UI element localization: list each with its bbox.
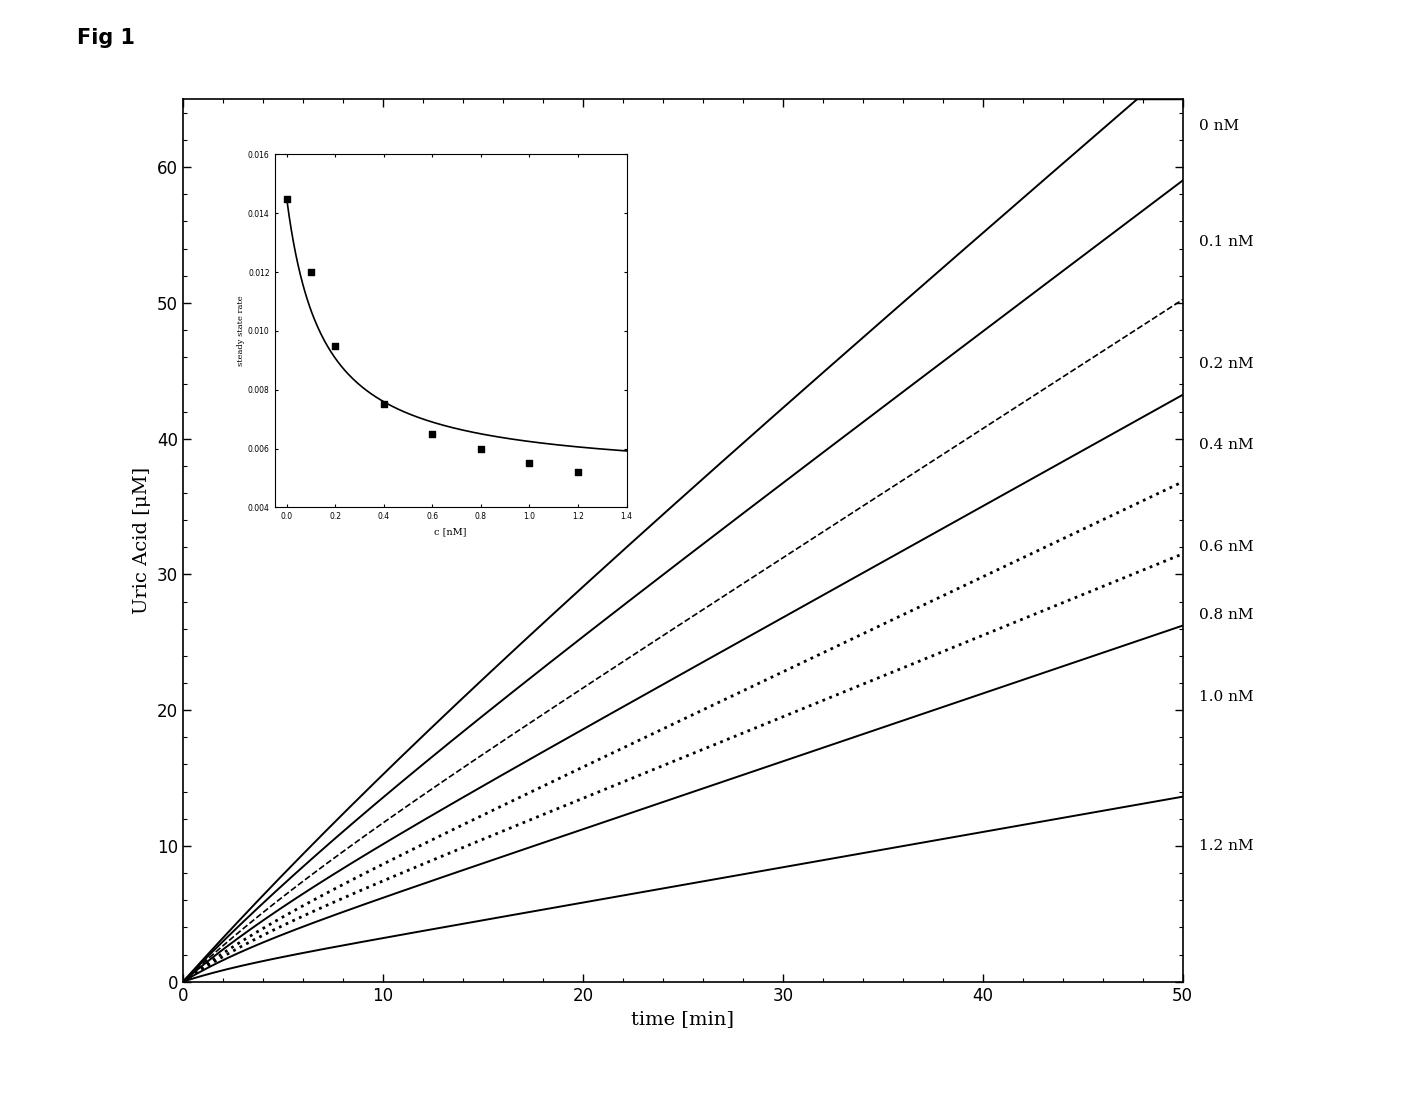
Text: 0.1 nM: 0.1 nM xyxy=(1198,235,1253,249)
Text: 0 nM: 0 nM xyxy=(1198,119,1239,133)
Point xyxy=(421,425,444,442)
Y-axis label: Uric Acid [μM]: Uric Acid [μM] xyxy=(134,467,152,614)
Text: 0.8 nM: 0.8 nM xyxy=(1198,608,1253,622)
X-axis label: c [nM]: c [nM] xyxy=(434,527,467,536)
Text: 0.2 nM: 0.2 nM xyxy=(1198,357,1253,371)
Point xyxy=(324,336,346,354)
Point xyxy=(373,396,396,414)
X-axis label: time [min]: time [min] xyxy=(631,1010,735,1028)
Text: 0.4 nM: 0.4 nM xyxy=(1198,438,1253,452)
Point xyxy=(470,440,493,458)
Point xyxy=(567,463,590,481)
Text: 1.2 nM: 1.2 nM xyxy=(1198,839,1253,853)
Text: 1.0 nM: 1.0 nM xyxy=(1198,689,1253,704)
Text: 0.6 nM: 0.6 nM xyxy=(1198,540,1253,555)
Point xyxy=(300,264,322,281)
Text: Fig 1: Fig 1 xyxy=(77,28,135,47)
Point xyxy=(518,454,541,472)
Point xyxy=(276,190,298,207)
Y-axis label: steady state rate: steady state rate xyxy=(237,296,245,366)
